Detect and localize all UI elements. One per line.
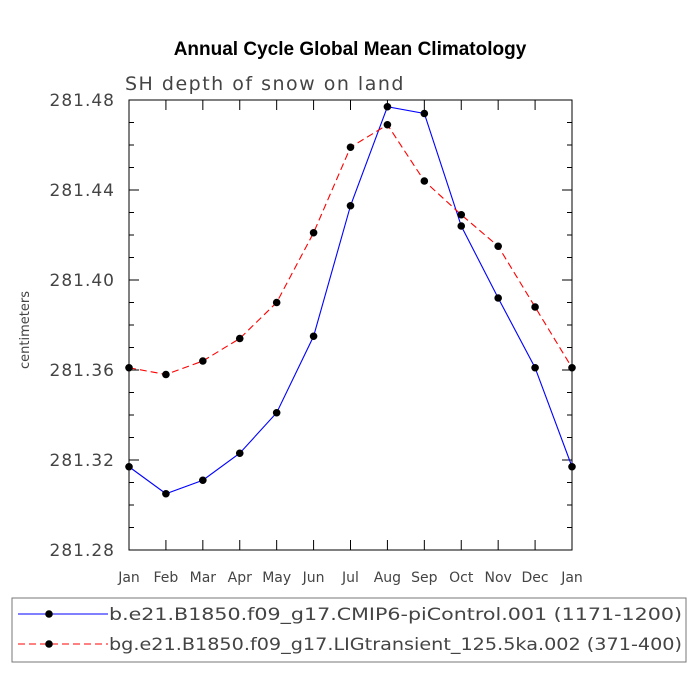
- y-tick-labels: 281.28 281.32 281.36 281.40 281.44 281.48: [50, 91, 115, 561]
- series-2-point: [235, 334, 244, 343]
- legend-marker-2: [45, 640, 53, 648]
- series-1-point: [457, 222, 466, 230]
- axis-ticks: [128, 99, 573, 551]
- series-2-point: [531, 303, 539, 311]
- series-1-point: [199, 476, 207, 485]
- series-2-point: [494, 242, 502, 251]
- legend-label-1: b.e21.B1850.f09_g17.CMIP6-piControl.001 …: [109, 605, 682, 625]
- chart-title: Annual Cycle Global Mean Climatology: [174, 39, 527, 60]
- series-line-2: [128, 124, 573, 376]
- y-tick-label: 281.40: [50, 271, 115, 291]
- x-tick-label: Feb: [154, 570, 179, 586]
- x-tick-label: Jan: [117, 570, 140, 586]
- legend-marker-1: [45, 610, 53, 618]
- series-2-point: [346, 143, 355, 152]
- series-2-point: [125, 363, 133, 372]
- y-tick-label: 281.44: [50, 181, 115, 201]
- legend-label-2: bg.e21.B1850.f09_g17.LIGtransient_125.5k…: [109, 635, 682, 655]
- x-tick-label: Mar: [190, 570, 217, 586]
- x-tick-label: Sep: [411, 570, 438, 586]
- y-tick-label: 281.36: [50, 361, 115, 381]
- x-tick-label: Aug: [374, 570, 401, 586]
- series-2-point: [457, 210, 466, 219]
- y-tick-label: 281.48: [50, 91, 115, 111]
- series-2-point: [383, 120, 392, 129]
- series-2-point: [420, 177, 429, 185]
- series-2-point: [162, 370, 170, 379]
- y-tick-label: 281.28: [50, 541, 115, 561]
- legend: b.e21.B1850.f09_g17.CMIP6-piControl.001 …: [18, 605, 682, 655]
- series-1-point: [235, 449, 244, 458]
- series-2-point: [199, 357, 207, 365]
- series-1-point: [162, 489, 170, 498]
- series-1-point: [494, 294, 502, 302]
- series-1-point: [568, 462, 576, 471]
- series-line-1: [128, 106, 573, 495]
- series-1-point: [383, 102, 392, 111]
- series-1-point: [346, 201, 355, 210]
- chart-subtitle: SH depth of snow on land: [125, 73, 405, 95]
- series-1-point: [531, 363, 539, 372]
- x-tick-label: Nov: [485, 570, 512, 586]
- series-1-point: [420, 109, 429, 118]
- series-2-point: [309, 228, 318, 237]
- series-1-point: [309, 332, 318, 341]
- x-tick-label: Jan: [560, 570, 583, 586]
- series-2-point: [272, 298, 281, 307]
- x-tick-label: Jun: [302, 570, 325, 586]
- x-tick-labels: Jan Feb Mar Apr May Jun Jul Aug Sep Oct Nov Dec Jan: [117, 570, 583, 586]
- y-axis-label: centimeters: [18, 291, 33, 369]
- x-tick-label: Apr: [228, 570, 252, 586]
- legend-box: [11, 597, 687, 663]
- series-1-point: [272, 408, 281, 417]
- series-layer: [125, 102, 576, 498]
- series-1-point: [125, 462, 133, 471]
- series-2-point: [568, 363, 576, 372]
- x-tick-label: May: [262, 570, 291, 586]
- x-tick-label: Oct: [449, 570, 474, 586]
- y-tick-label: 281.32: [50, 451, 115, 471]
- x-tick-label: Dec: [522, 570, 549, 586]
- x-tick-label: Jul: [341, 570, 359, 586]
